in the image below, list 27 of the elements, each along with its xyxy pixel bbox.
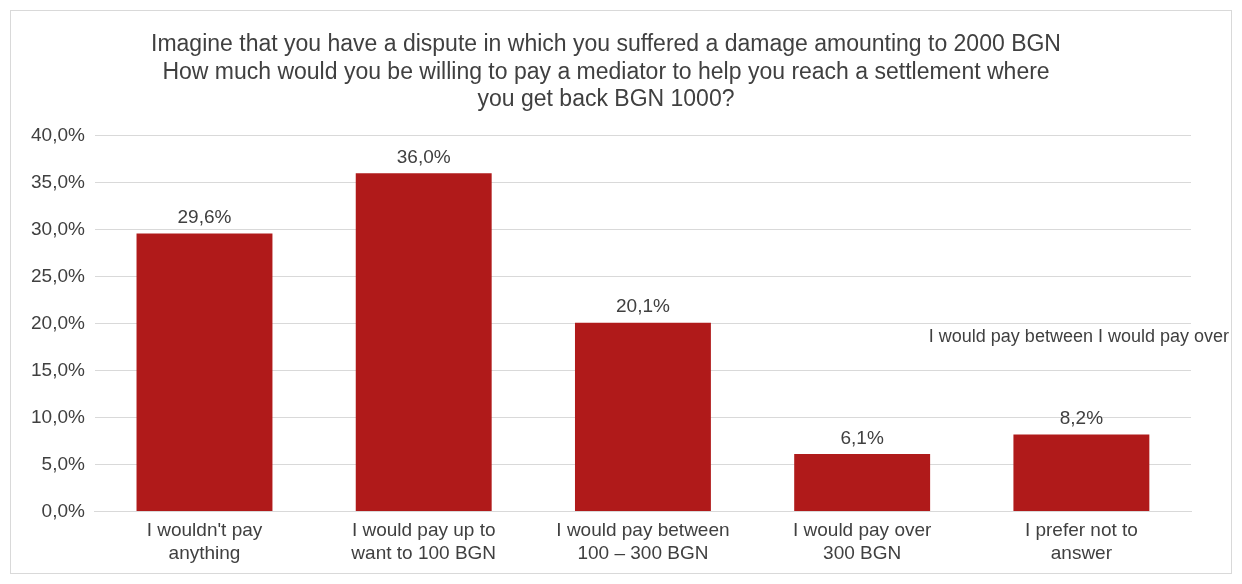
data-label: 29,6% <box>177 206 232 228</box>
bar <box>1013 434 1150 511</box>
x-tick-label: I would pay over 300 BGN <box>792 519 933 563</box>
y-tick-label: 5,0% <box>41 452 85 474</box>
y-tick-label: 25,0% <box>31 264 85 286</box>
x-tick-label: I prefer not to answer <box>1024 519 1138 563</box>
bar <box>136 233 273 511</box>
data-label: 6,1% <box>840 426 884 448</box>
chart-title: Imagine that you have a dispute in which you suffered a damage amounting to 2000 BGN <box>151 30 1061 57</box>
y-tick-label: 35,0% <box>31 170 85 192</box>
y-tick-label: 40,0% <box>31 124 85 146</box>
bar <box>794 454 931 511</box>
y-tick-label: 0,0% <box>41 499 85 521</box>
bar <box>574 322 711 511</box>
data-label: 36,0% <box>396 146 451 168</box>
x-tick-label: I wouldn't pay anything <box>146 519 263 563</box>
data-label: 8,2% <box>1059 407 1104 429</box>
data-label: 20,1% <box>616 295 670 317</box>
y-tick-label: 30,0% <box>31 217 85 239</box>
y-tick-label: 15,0% <box>31 358 85 380</box>
x-tick-label: I would pay between 100 – 300 BGN <box>556 519 730 563</box>
x-tick-label: I would pay up to want to 100 BGN <box>350 519 497 563</box>
y-tick-label: 10,0% <box>31 405 85 427</box>
y-tick-label: 20,0% <box>31 311 85 333</box>
bar <box>355 173 492 511</box>
chart-subtitle: How much would you be willing to pay a mediator to help you reach a settlement where you get back BGN 1000? <box>162 57 1050 112</box>
annotation: I would pay between I would pay over <box>928 326 1229 347</box>
